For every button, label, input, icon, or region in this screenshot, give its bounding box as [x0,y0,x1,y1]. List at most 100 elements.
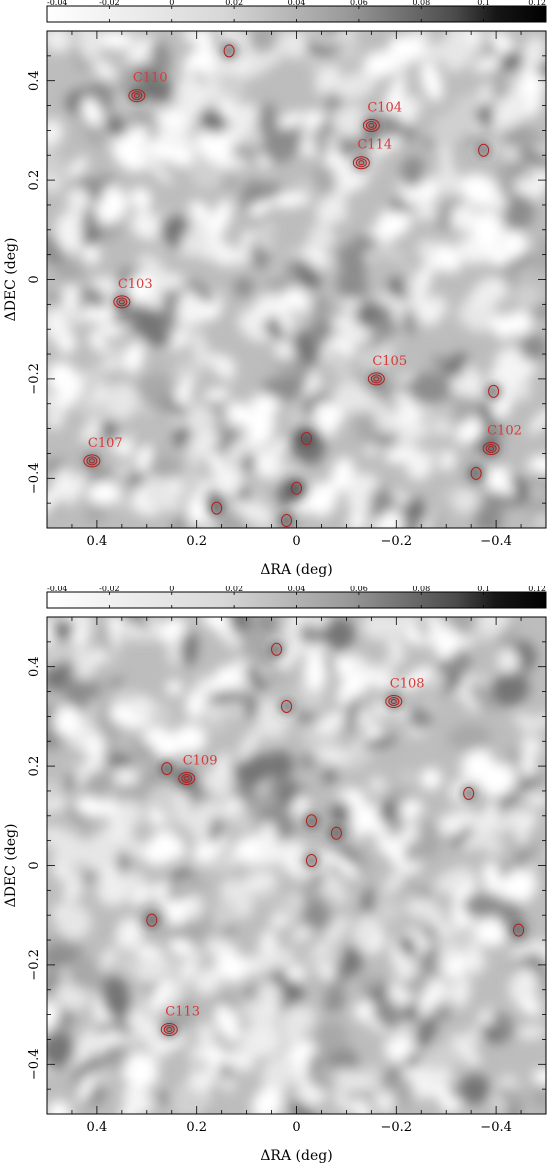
contour [300,432,312,446]
colorbar-tick-label: 0.06 [350,586,368,593]
colorbar-tick-label: 0.1 [477,0,490,7]
colorbar-tick-label: 0.08 [412,0,430,7]
contour [330,826,342,840]
contour [478,143,490,157]
contour [305,854,317,868]
contour [385,694,403,708]
colorbar-tick-label: 0.06 [350,0,368,7]
y-tick-label: 0.2 [27,756,42,777]
y-tick-label: 0 [27,861,42,869]
heatmap-svg: -0.04 -0.02 0 0.02 0.04 0.06 0.08 0.1 0.12 C108 C1… [3,586,547,1164]
contour [181,774,193,784]
heatmap-svg: -0.04 -0.02 0 0.02 0.04 0.06 0.08 0.1 0.12 C110 C1… [3,0,547,578]
y-tick-label: −0.4 [27,1049,42,1081]
contour [373,376,380,382]
contour [116,297,128,307]
contour [113,295,131,309]
y-tick-label: −0.2 [27,949,42,981]
bottom-heatmap-panel: -0.04 -0.02 0 0.02 0.04 0.06 0.08 0.1 0.12 C108 C1… [0,586,555,1171]
x-tick-label: 0.4 [87,1120,108,1135]
contour [352,156,370,170]
colorbar-tick-label: 0 [169,586,174,593]
contour [146,913,158,927]
colorbar-tick-label: 0.12 [528,586,546,593]
x-axis-title: ΔRA (deg) [260,562,332,578]
heatmap-image [47,31,546,528]
colorbar-tick-label: -0.02 [99,586,120,593]
contour [305,814,317,828]
contour [178,772,196,786]
contour [368,122,375,128]
contour [86,456,98,466]
source-label: C114 [357,138,392,153]
contour [211,501,223,515]
contour [281,514,293,528]
contour [470,466,482,480]
colorbar-tick-label: -0.02 [99,0,120,7]
colorbar-tick-label: 0.04 [288,586,306,593]
x-tick-label: 0.2 [186,534,207,549]
contour [362,118,380,132]
y-tick-label: 0.4 [27,656,42,677]
y-tick-label: 0.4 [27,70,42,91]
source-label: C113 [165,1005,200,1020]
x-tick-label: 0.2 [186,1120,207,1135]
y-axis-title: ΔDEC (deg) [3,824,19,908]
x-tick-label: 0.4 [87,534,108,549]
y-tick-label: −0.4 [27,463,42,495]
source-label: C109 [183,754,218,769]
x-tick-label: 0 [292,534,300,549]
contour [358,160,365,166]
colorbar-tick-label: 0 [169,0,174,7]
contour [88,458,95,464]
x-tick-label: −0.4 [480,534,512,549]
contour [388,696,400,706]
y-tick-label: 0 [27,275,42,283]
y-tick-label: 0.2 [27,170,42,191]
colorbar-tick-label: -0.04 [47,586,68,593]
contour [83,454,101,468]
colorbar-tick-label: 0.12 [528,0,546,7]
heatmap-image [47,617,546,1114]
x-tick-label: −0.2 [381,534,413,549]
source-label: C104 [367,100,402,115]
colorbar-tick-label: 0.08 [412,586,430,593]
contour [367,372,385,386]
contour [271,642,283,656]
y-tick-label: −0.2 [27,363,42,395]
contour [485,443,497,453]
contour [463,786,475,800]
contour [161,762,173,776]
contour [166,1027,173,1033]
contour [370,374,382,384]
contour [163,1025,175,1035]
contour [183,776,190,782]
contour [133,93,140,99]
source-label: C103 [118,277,153,292]
contour [281,699,293,713]
contour [488,445,495,451]
contour [488,384,500,398]
top-heatmap-panel: -0.04 -0.02 0 0.02 0.04 0.06 0.08 0.1 0.12 C110 C1… [0,0,555,585]
colorbar-tick-label: 0.02 [225,586,243,593]
contour [390,698,397,704]
source-label: C107 [88,436,123,451]
y-axis-title: ΔDEC (deg) [3,238,19,322]
contour [118,299,125,305]
contour [131,91,143,101]
source-label: C105 [372,354,407,369]
x-tick-label: −0.2 [381,1120,413,1135]
contour [128,89,146,103]
colorbar-tick-label: 0.04 [288,0,306,7]
x-tick-label: −0.4 [480,1120,512,1135]
contour [223,44,235,58]
source-label: C108 [390,676,425,691]
colorbar-tick-label: 0.1 [477,586,490,593]
contour [355,158,367,168]
contour [482,441,500,455]
colorbar-tick-label: 0.02 [225,0,243,7]
x-tick-label: 0 [292,1120,300,1135]
contour [365,120,377,130]
contour [291,481,302,495]
source-label: C110 [133,71,168,86]
